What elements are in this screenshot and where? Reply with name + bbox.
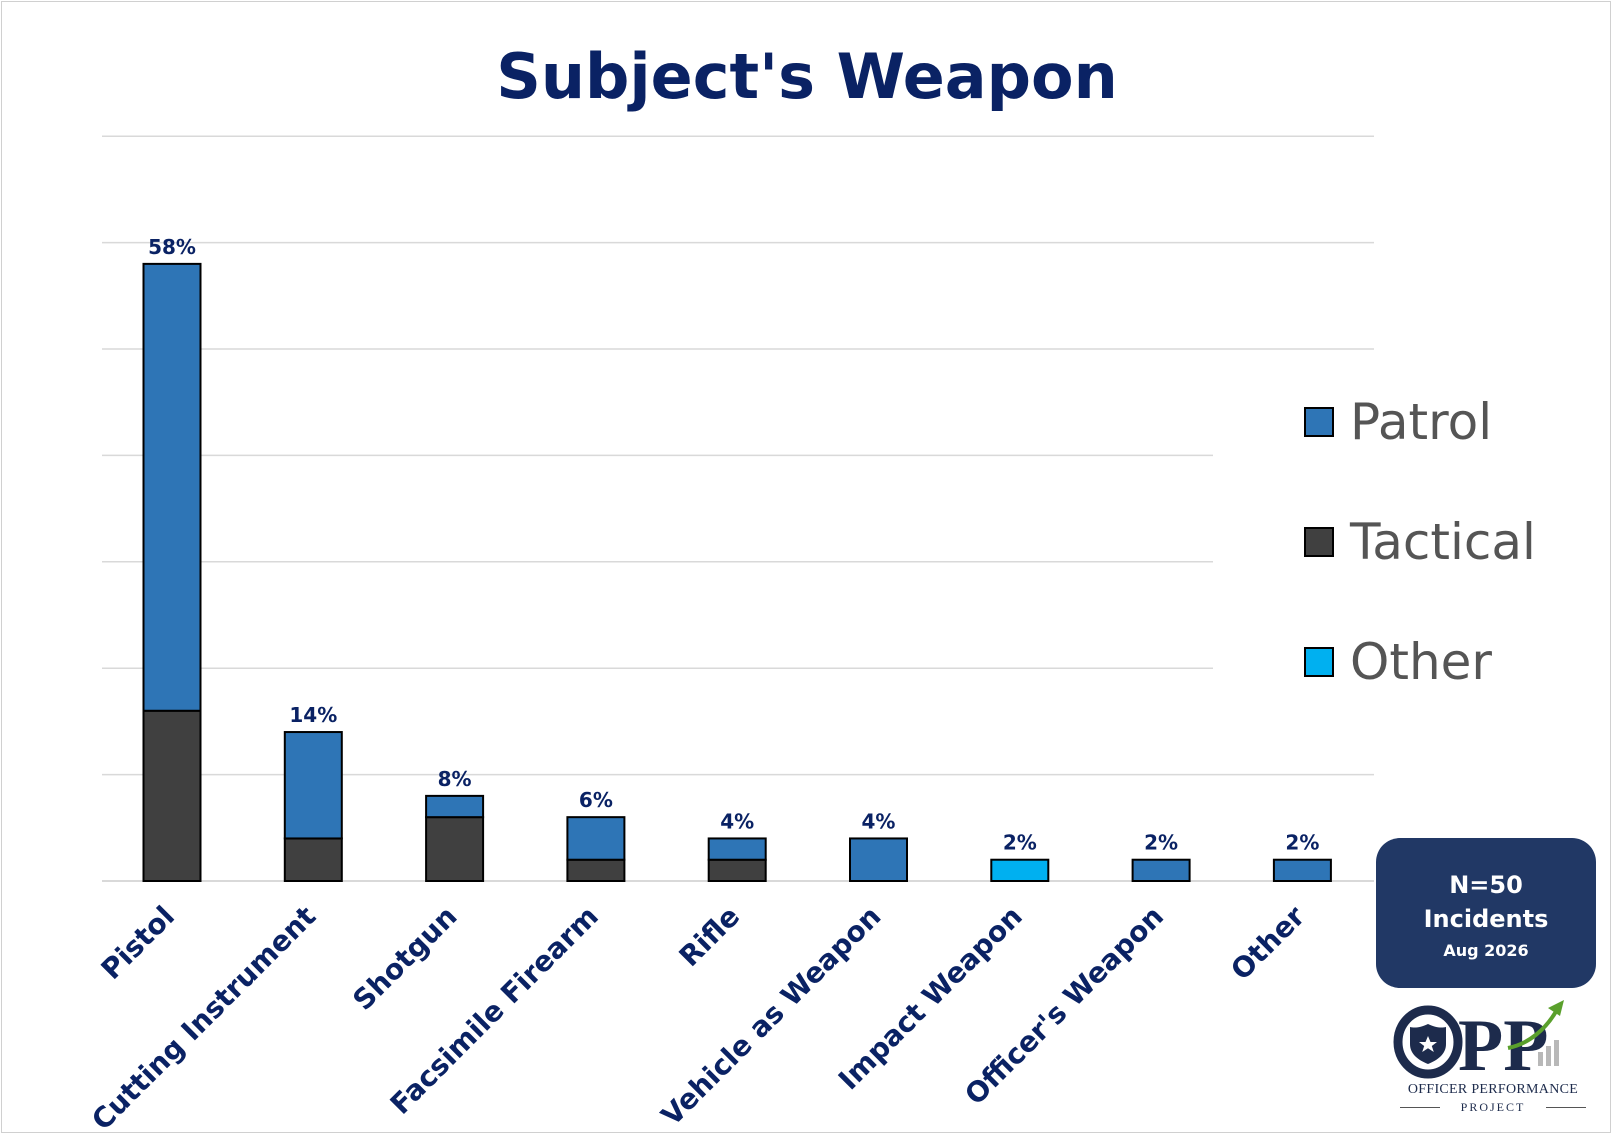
incidents-label: Incidents (1423, 905, 1549, 933)
data-label: 2% (1003, 831, 1037, 855)
data-label: 14% (289, 703, 337, 727)
bar-tactical (425, 816, 485, 882)
growth-arrow-icon (1507, 1007, 1560, 1050)
bar-tactical (283, 837, 343, 883)
bar-tactical (566, 858, 626, 882)
logo-text-line2: PROJECT (1460, 1100, 1526, 1114)
x-tick-label: Pistol (95, 900, 181, 986)
legend-label-tactical: Tactical (1350, 513, 1536, 571)
bar-patrol (566, 816, 626, 861)
logo-bar-2 (1546, 1046, 1551, 1066)
x-tick-label: Rifle (673, 900, 746, 973)
logo-bar-3 (1554, 1040, 1559, 1066)
x-tick-label: Other (1224, 899, 1311, 986)
data-label: 2% (1285, 831, 1319, 855)
legend-swatch-other (1304, 647, 1334, 677)
data-label: 8% (438, 767, 472, 791)
bar-patrol (283, 731, 343, 840)
legend-item-other: Other (1304, 602, 1536, 722)
bar-patrol (707, 837, 767, 861)
opp-logo: PP (1393, 1000, 1564, 1087)
chart-legend: Patrol Tactical Other (1304, 362, 1536, 722)
data-label: 6% (579, 788, 613, 812)
legend-label-patrol: Patrol (1350, 393, 1493, 451)
arrow-head-icon (1548, 1000, 1564, 1016)
legend-label-other: Other (1350, 633, 1492, 691)
logo-o-ring (1393, 1005, 1463, 1079)
data-label: 4% (862, 809, 896, 833)
x-tick-label: Shotgun (346, 900, 463, 1017)
bar-patrol (849, 837, 908, 883)
logo-divider-left (1400, 1107, 1440, 1108)
bar-other (990, 858, 1050, 882)
data-label: 58% (148, 235, 196, 259)
data-label: 4% (720, 809, 754, 833)
legend-swatch-patrol (1304, 407, 1334, 437)
logo-divider-right (1546, 1107, 1586, 1108)
logo-letters: PP (1458, 1005, 1548, 1087)
sample-size-label: N=50 (1449, 871, 1523, 899)
data-label: 2% (1144, 831, 1178, 855)
date-label: Aug 2026 (1443, 941, 1529, 960)
sample-size-box: N=50 Incidents Aug 2026 (1376, 838, 1596, 988)
logo-text-line1: OFFICER PERFORMANCE (1407, 1082, 1579, 1097)
logo-bar-1 (1538, 1052, 1543, 1066)
legend-swatch-tactical (1304, 527, 1334, 557)
bar-patrol (142, 262, 202, 712)
star-icon (1419, 1036, 1437, 1052)
legend-item-tactical: Tactical (1304, 482, 1536, 602)
bar-tactical (142, 709, 202, 883)
bar-patrol (425, 794, 485, 819)
bar-patrol (1131, 858, 1191, 882)
bar-patrol (1272, 858, 1332, 882)
legend-item-patrol: Patrol (1304, 362, 1536, 482)
chart-title: Subject's Weapon (496, 40, 1118, 113)
bar-tactical (707, 858, 767, 882)
